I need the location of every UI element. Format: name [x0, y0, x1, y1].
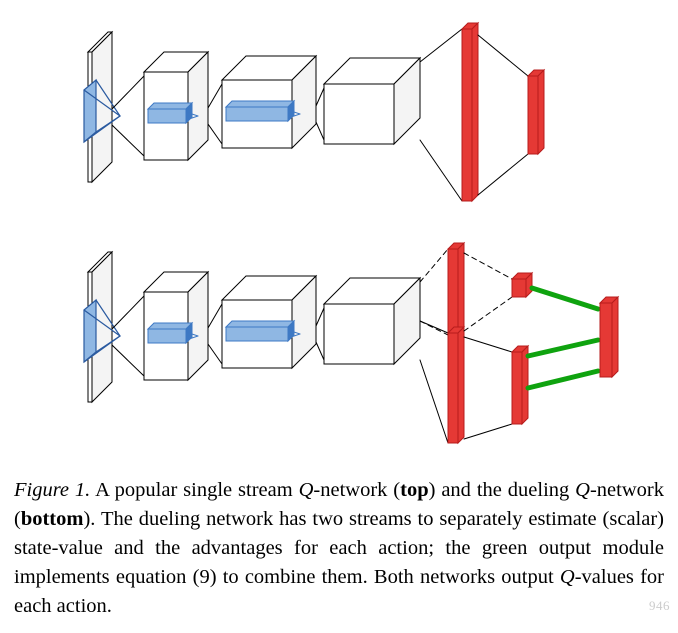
networks-svg [0, 0, 678, 470]
diagram-container [0, 0, 678, 475]
watermark: 946 [649, 598, 670, 614]
figure-caption: Figure 1. A popular single stream Q-netw… [14, 476, 664, 622]
